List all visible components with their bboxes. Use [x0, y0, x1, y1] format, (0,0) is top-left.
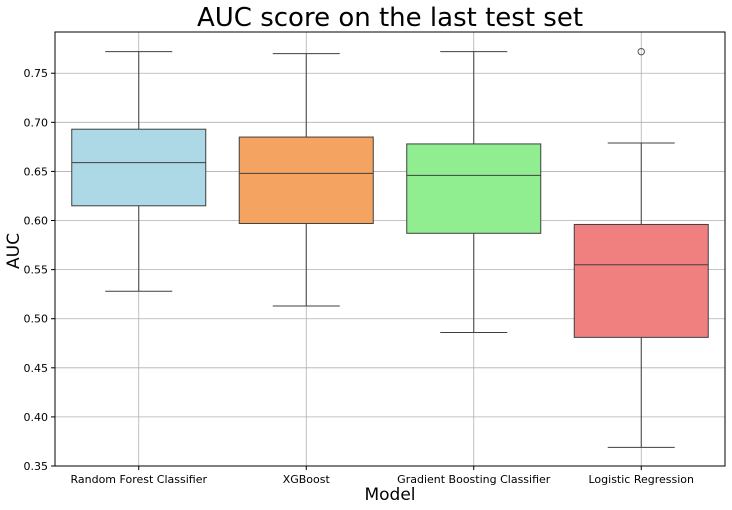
y-axis-label: AUC — [4, 233, 24, 269]
x-tick-label: Gradient Boosting Classifier — [397, 473, 551, 486]
y-tick-label: 0.45 — [24, 362, 49, 375]
box-group — [406, 51, 542, 333]
box-group — [71, 51, 207, 292]
box-group — [573, 47, 709, 448]
y-tick-label: 0.50 — [24, 313, 49, 326]
y-tick-label: 0.40 — [24, 411, 49, 424]
y-tick-label: 0.55 — [24, 264, 49, 277]
x-tick-label: Logistic Regression — [588, 473, 694, 486]
box-iqr — [406, 143, 542, 234]
y-tick-label: 0.35 — [24, 460, 49, 473]
y-tick-label: 0.75 — [24, 67, 49, 80]
plot-frame — [54, 31, 726, 467]
x-axis-label: Model — [364, 485, 415, 505]
y-tick-label: 0.70 — [24, 116, 49, 129]
boxes — [71, 47, 709, 448]
box-iqr — [238, 136, 374, 224]
outlier-point — [637, 47, 645, 56]
x-ticks: Random Forest Classifier XGBoost Gradient … — [70, 466, 694, 486]
y-ticks: 0.35 0.40 0.45 0.50 0.55 0.60 0.65 0.70 0.75 — [24, 67, 55, 473]
x-tick-label: XGBoost — [283, 473, 331, 486]
y-tick-label: 0.60 — [24, 215, 49, 228]
chart-title: AUC score on the last test set — [197, 3, 583, 33]
box-iqr — [573, 223, 709, 338]
box-group — [238, 53, 374, 307]
y-tick-label: 0.65 — [24, 165, 49, 178]
x-tick-label: Random Forest Classifier — [70, 473, 207, 486]
box-iqr — [71, 128, 207, 207]
